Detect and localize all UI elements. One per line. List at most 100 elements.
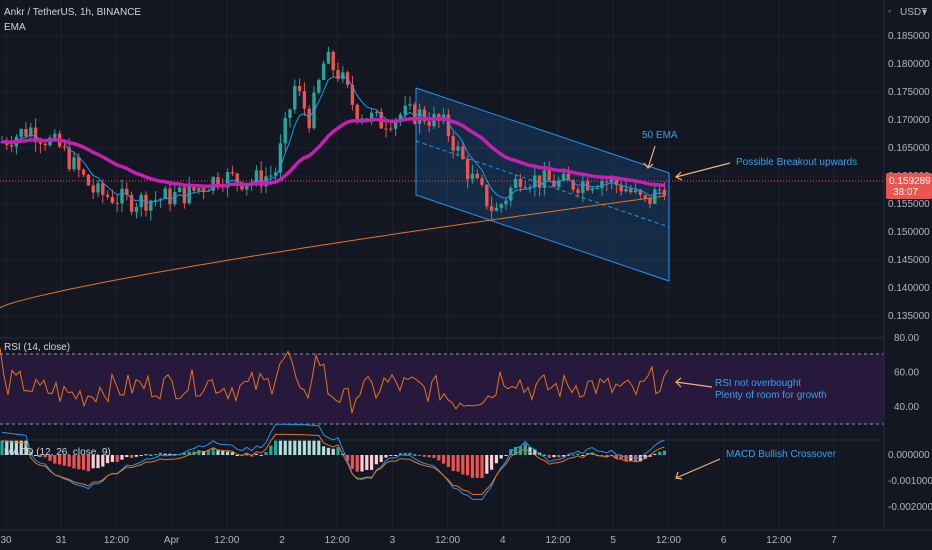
candle-body [355, 104, 359, 120]
macd-histogram-bar [245, 454, 249, 456]
rsi-header[interactable]: RSI (14, close) [4, 342, 70, 353]
macd-histogram-bar [154, 454, 158, 456]
macd-tick-label: -0.001000 [888, 476, 932, 487]
macd-histogram-bar [86, 455, 90, 472]
candle-body [91, 185, 95, 193]
macd-histogram-bar [326, 447, 330, 455]
macd-histogram-bar [101, 455, 105, 467]
arrow-macd [675, 458, 721, 480]
candle-body [518, 178, 523, 188]
indicator-ema-label[interactable]: EMA [4, 22, 26, 33]
candle-body [633, 189, 638, 193]
ema-fast-line [1, 75, 665, 204]
candle-body [509, 187, 513, 201]
time-tick-label: 3 [390, 535, 396, 546]
macd-histogram-bar [293, 440, 297, 455]
macd-pane[interactable] [0, 423, 666, 501]
macd-histogram-bar [312, 440, 316, 455]
macd-histogram-bar [322, 446, 326, 455]
macd-histogram-bar [221, 451, 225, 455]
candle-body [168, 188, 172, 205]
candle-body [465, 159, 470, 180]
macd-histogram-bar [466, 455, 470, 476]
candle-body [326, 51, 331, 64]
chevron-down-icon[interactable]: ▾ [922, 7, 927, 18]
macd-histogram-bar [653, 453, 657, 455]
macd-histogram-bar [82, 455, 86, 470]
candle-body [192, 185, 196, 191]
symbol-title[interactable]: Ankr / TetherUS, 1h, BINANCE [4, 7, 141, 18]
macd-histogram-bar [130, 455, 134, 458]
macd-histogram-bar [662, 450, 666, 455]
candle-body [158, 199, 163, 201]
macd-histogram-bar [336, 447, 340, 455]
candle-body [177, 187, 182, 193]
price-tick-label: 0.155000 [888, 199, 930, 210]
macd-histogram-bar [91, 455, 95, 469]
candle-body [245, 185, 249, 190]
candle-body [427, 121, 431, 127]
candle-body [317, 79, 321, 93]
candle-body [542, 170, 547, 188]
candle-body [187, 185, 191, 204]
candle-body [480, 178, 484, 185]
currency-selector[interactable]: USDT [900, 7, 927, 18]
macd-histogram-bar [307, 440, 311, 455]
macd-histogram-bar [562, 455, 566, 457]
macd-histogram-bar [134, 455, 138, 457]
macd-histogram-bar [278, 440, 282, 455]
macd-histogram-bar [480, 455, 484, 479]
candle-body [561, 173, 566, 181]
candle-body [614, 178, 619, 186]
rsi-pane[interactable] [0, 347, 669, 414]
macd-histogram-bar [10, 440, 14, 455]
macd-histogram-bar [235, 455, 239, 456]
macd-histogram-bar [96, 455, 100, 469]
time-tick-label: 2 [279, 535, 285, 546]
candle-body [115, 202, 119, 204]
candle-body [566, 173, 571, 181]
macd-histogram-bar [298, 440, 302, 455]
macd-histogram-bar [77, 455, 81, 470]
macd-histogram-bar [331, 448, 335, 455]
candle-body [297, 86, 302, 92]
macd-header[interactable]: MACD (12, 26, close, 9) [4, 447, 111, 458]
macd-histogram-bar [5, 440, 9, 455]
time-tick-label: 30 [0, 535, 12, 546]
ema-lines[interactable] [0, 75, 665, 309]
candle-body [369, 112, 374, 120]
price-tick-label: 0.150000 [888, 227, 930, 238]
macd-histogram-bar [490, 455, 494, 470]
candle-body [163, 188, 167, 200]
macd-histogram-bar [581, 455, 585, 456]
macd-histogram-bar [456, 455, 460, 472]
candle-body [499, 204, 503, 208]
macd-histogram-bar [274, 440, 278, 455]
macd-histogram-bar [106, 455, 110, 464]
annotation-rsi-line1: RSI not overbought [715, 378, 801, 389]
candle-body [451, 136, 455, 151]
macd-histogram-bar [182, 453, 186, 455]
macd-histogram-bar [264, 451, 268, 455]
macd-histogram-bar [43, 455, 47, 458]
macd-tick-label: 0.000000 [888, 450, 930, 461]
settings-icon[interactable]: ◦ [888, 6, 891, 16]
macd-histogram-bar [24, 440, 28, 455]
candle-body [576, 189, 580, 193]
candle-body [643, 195, 647, 199]
macd-histogram-bar [384, 455, 388, 458]
candle-body [624, 188, 628, 192]
macd-histogram-bar [571, 454, 575, 456]
macd-histogram-bar [226, 451, 230, 455]
candle-body [120, 188, 124, 204]
candle-body [173, 192, 177, 205]
candle-body [77, 157, 81, 170]
rsi-tick-label: 80.00 [894, 333, 919, 344]
price-tick-label: 0.185000 [888, 31, 930, 42]
macd-histogram-bar [34, 455, 38, 456]
annotation-ema: 50 EMA [642, 130, 678, 141]
macd-histogram-bar [115, 455, 119, 463]
macd-histogram-bar [202, 451, 206, 455]
candle-body [403, 105, 407, 115]
